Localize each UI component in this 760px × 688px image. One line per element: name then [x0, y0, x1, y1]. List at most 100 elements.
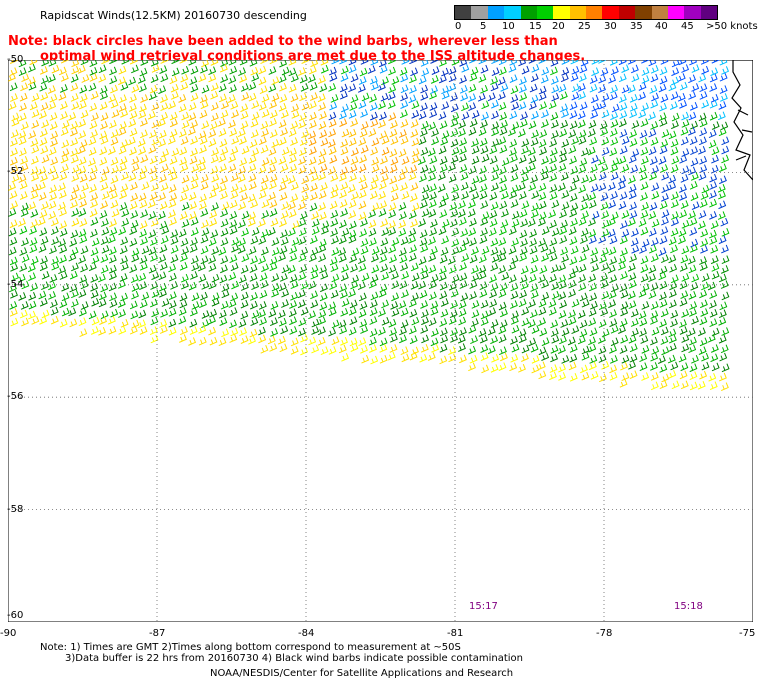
wind-barb: [291, 103, 300, 113]
wind-barb: [279, 60, 288, 68]
wind-barb: [341, 156, 350, 165]
wind-barb: [500, 219, 509, 229]
wind-barb: [589, 327, 598, 337]
wind-barb: [58, 238, 66, 248]
wind-barb: [20, 202, 29, 212]
wind-barb: [298, 67, 306, 76]
wind-barb: [381, 317, 390, 326]
wind-barb: [241, 92, 250, 101]
wind-barb: [401, 191, 410, 200]
grid-lines: [8, 60, 753, 622]
wind-barb: [430, 328, 439, 337]
wind-barb: [389, 128, 398, 138]
wind-barb: [239, 136, 247, 145]
wind-barb: [541, 66, 550, 76]
wind-barb: [661, 193, 669, 202]
wind-barb: [159, 201, 168, 210]
wind-barb: [151, 289, 160, 298]
wind-barb: [468, 362, 476, 372]
wind-barb: [619, 318, 628, 327]
wind-barb: [418, 75, 427, 85]
wind-barb: [649, 171, 658, 181]
wind-barb: [479, 235, 488, 244]
wind-barb: [199, 136, 208, 145]
wind-barb: [369, 181, 378, 191]
wind-barb: [288, 128, 297, 137]
wind-barb: [409, 74, 417, 84]
wind-barb: [610, 163, 619, 173]
wind-barb: [527, 218, 536, 227]
wind-barb: [331, 336, 340, 346]
wind-barb: [699, 91, 708, 100]
wind-barb: [701, 361, 710, 371]
wind-barb: [237, 128, 246, 138]
wind-barb: [48, 281, 56, 291]
wind-barb: [691, 273, 700, 283]
wind-barb: [348, 128, 357, 138]
wind-barb: [699, 299, 708, 309]
wind-barb: [671, 112, 680, 122]
wind-barb: [461, 191, 469, 200]
wind-barb: [200, 100, 209, 110]
wind-barb: [101, 227, 110, 236]
wind-barb: [360, 345, 368, 354]
wind-barb: [419, 173, 427, 183]
wind-barb: [517, 182, 526, 191]
wind-barb: [598, 171, 607, 181]
wind-barb: [539, 327, 548, 337]
wind-barb: [521, 317, 530, 327]
wind-barb: [448, 83, 457, 92]
wind-barb: [240, 103, 249, 113]
wind-barb: [99, 173, 108, 183]
wind-barb: [411, 202, 420, 212]
wind-barb: [280, 109, 289, 119]
wind-barb: [39, 82, 48, 92]
wind-barb: [538, 60, 547, 64]
wind-barb: [629, 109, 638, 119]
wind-barb: [149, 173, 158, 182]
wind-barb: [210, 229, 219, 239]
wind-barb: [120, 262, 129, 271]
wind-barb: [460, 228, 469, 238]
wind-barb: [560, 119, 569, 129]
legend-swatch: [471, 6, 488, 19]
wind-barb: [198, 201, 207, 210]
wind-barb: [459, 84, 468, 94]
wind-barb: [690, 192, 699, 201]
wind-barb: [528, 337, 537, 347]
wind-barb: [221, 283, 230, 292]
wind-barb: [648, 273, 656, 283]
wind-barb: [48, 165, 57, 175]
wind-barb: [70, 148, 79, 157]
wind-barb: [180, 163, 189, 172]
wind-barb: [168, 272, 177, 282]
wind-barb: [160, 102, 169, 112]
wind-barb: [688, 291, 697, 300]
wind-barb: [197, 156, 206, 166]
legend-swatch: [700, 6, 717, 19]
wind-barb: [568, 288, 576, 298]
wind-barb: [579, 64, 588, 74]
wind-barb: [41, 270, 50, 280]
wind-barb: [340, 337, 348, 346]
wind-barb: [378, 308, 386, 317]
wind-barb: [79, 218, 88, 227]
wind-barb: [691, 201, 700, 210]
wind-barb: [298, 327, 306, 337]
wind-barb: [610, 66, 619, 76]
wind-barb: [40, 173, 48, 182]
wind-barb: [431, 66, 440, 75]
wind-barb: [561, 60, 570, 65]
wind-barb: [579, 101, 588, 111]
wind-barb: [179, 156, 188, 166]
wind-barb: [621, 354, 630, 364]
wind-barb: [619, 102, 628, 111]
wind-barb: [91, 237, 100, 247]
wind-barb: [530, 137, 539, 147]
wind-barb: [571, 83, 580, 93]
wind-barb: [340, 166, 349, 176]
wind-barb: [181, 201, 190, 211]
wind-barb: [348, 306, 357, 316]
wind-barb: [100, 254, 109, 263]
wind-barb: [450, 128, 459, 138]
